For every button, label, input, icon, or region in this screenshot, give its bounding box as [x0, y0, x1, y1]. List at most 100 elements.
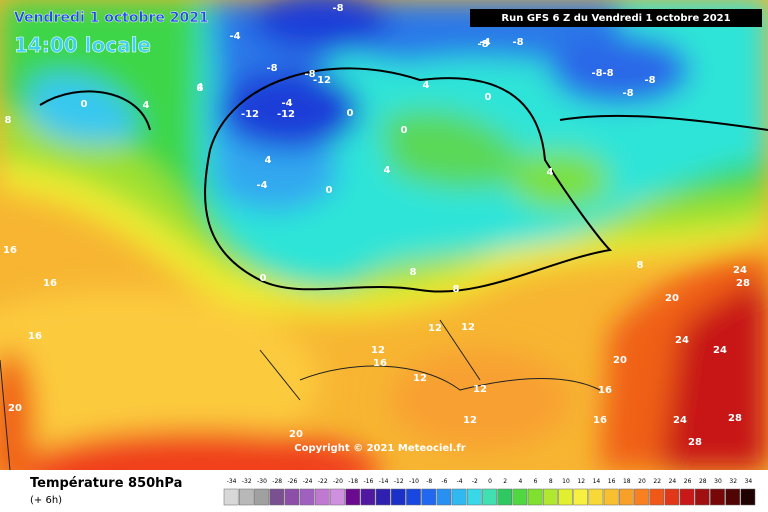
scale-label: -24: [303, 478, 313, 485]
scale-swatch: [466, 488, 482, 506]
contour-label: 8: [197, 83, 204, 94]
scale-swatch: [345, 488, 361, 506]
scale-swatch: [223, 488, 239, 506]
scale-swatch: [375, 488, 391, 506]
scale-swatch: [542, 488, 558, 506]
scale-swatch: [360, 488, 376, 506]
contour-label: 4: [197, 82, 204, 93]
scale-swatch: [634, 488, 649, 506]
contour-label: 28: [728, 413, 742, 424]
scale-swatch: [588, 488, 604, 506]
scale-swatch: [725, 488, 741, 506]
contour-label: 24: [713, 345, 727, 356]
contour-label: 0: [326, 185, 333, 196]
scale-label: 14: [593, 478, 601, 485]
contour-label: -4: [281, 98, 292, 109]
contour-label: 4: [143, 100, 150, 111]
contour-label: -4: [229, 31, 240, 42]
color-scale: -34 -32 -30 -28 -26 -24 -22 -20 -18 -16 -14 -12 -10-…: [223, 478, 756, 506]
contour-label: -4: [479, 37, 490, 48]
scale-label: 12: [577, 478, 585, 485]
contour-label: 8: [5, 115, 12, 126]
contour-label: 0: [347, 108, 354, 119]
scale-label: -12: [394, 478, 404, 485]
contour-label: 8: [410, 267, 417, 278]
scale-swatch: [679, 488, 695, 506]
contour-label: -8: [477, 39, 488, 50]
contour-label: -8: [332, 3, 343, 14]
scale-swatch: [451, 488, 467, 506]
footer-title: Température 850hPa: [30, 476, 182, 491]
contour-label: 12: [463, 415, 477, 426]
scale-swatch: [649, 488, 665, 506]
scale-swatch: [694, 488, 710, 506]
contour-label: -8: [622, 88, 633, 99]
contour-label: 8: [453, 284, 460, 295]
scale-swatch: [421, 488, 437, 506]
time: 14:00 locale: [14, 33, 151, 57]
contour-label: 8: [637, 260, 644, 271]
scale-label: 34: [745, 478, 753, 485]
scale-label: 22: [653, 478, 661, 485]
contour-label: -8: [304, 69, 315, 80]
scale-swatch: [573, 488, 589, 506]
scale-swatch: [527, 488, 543, 506]
scale-label: 2: [503, 478, 507, 485]
scale-label: 26: [684, 478, 692, 485]
scale-swatch: [482, 488, 497, 506]
scale-label: -14: [379, 478, 389, 485]
scale-swatch: [254, 488, 269, 506]
contour-label: -8: [266, 63, 277, 74]
scale-label: 4: [518, 478, 522, 485]
contour-label: -12: [313, 75, 331, 86]
scale-swatch: [330, 488, 345, 506]
scale-swatch: [314, 488, 330, 506]
scale-label: -22: [318, 478, 328, 485]
scale-label: -34: [227, 478, 237, 485]
contour-label: -12: [241, 109, 259, 120]
contour-label: 16: [43, 278, 57, 289]
scale-label: 8: [549, 478, 553, 485]
scale-label: -4: [457, 478, 463, 485]
contour-label: -8: [512, 37, 523, 48]
contour-label: -4: [256, 180, 267, 191]
scale-label: 30: [714, 478, 722, 485]
scale-swatch: [299, 488, 315, 506]
scale-swatch: [269, 488, 285, 506]
contour-label: 24: [673, 415, 687, 426]
scale-swatch: [558, 488, 573, 506]
contour-labels: -8-8-4-8 -8-12 -12-12-8-8-8-8-8-4-4-400000…: [3, 3, 750, 448]
contour-label: 20: [289, 429, 303, 440]
contour-label: 16: [598, 385, 612, 396]
scale-label: -30: [257, 478, 267, 485]
scale-label: -8: [426, 478, 432, 485]
contour-label: 16: [3, 245, 17, 256]
contour-label: 12: [413, 373, 427, 384]
contour-label: 12: [473, 384, 487, 395]
contour-label: 20: [665, 293, 679, 304]
scale-label: -10: [409, 478, 419, 485]
scale-swatch: [390, 488, 406, 506]
copyright: Copyright © 2021 Meteociel.fr: [294, 443, 465, 454]
scale-label: 20: [638, 478, 646, 485]
scale-swatch: [512, 488, 528, 506]
scale-label: -32: [242, 478, 252, 485]
scale-label: -18: [348, 478, 358, 485]
scale-swatch: [436, 488, 452, 506]
contour-label: 0: [401, 125, 408, 136]
scale-label: -28: [272, 478, 282, 485]
scale-swatch: [618, 488, 634, 506]
run-info: Run GFS 6 Z du Vendredi 1 octobre 2021: [501, 13, 730, 24]
contour-label: 24: [733, 265, 747, 276]
scale-label: 28: [699, 478, 707, 485]
contour-label: 20: [8, 403, 22, 414]
contour-label: 12: [371, 345, 385, 356]
contour-label: 4: [547, 167, 554, 178]
contour-label: 4: [423, 80, 430, 91]
contour-label: 28: [688, 437, 702, 448]
scale-label: 0: [488, 478, 492, 485]
contour-label: 20: [613, 355, 627, 366]
contour-label: 16: [373, 358, 387, 369]
run-box: [470, 9, 762, 27]
